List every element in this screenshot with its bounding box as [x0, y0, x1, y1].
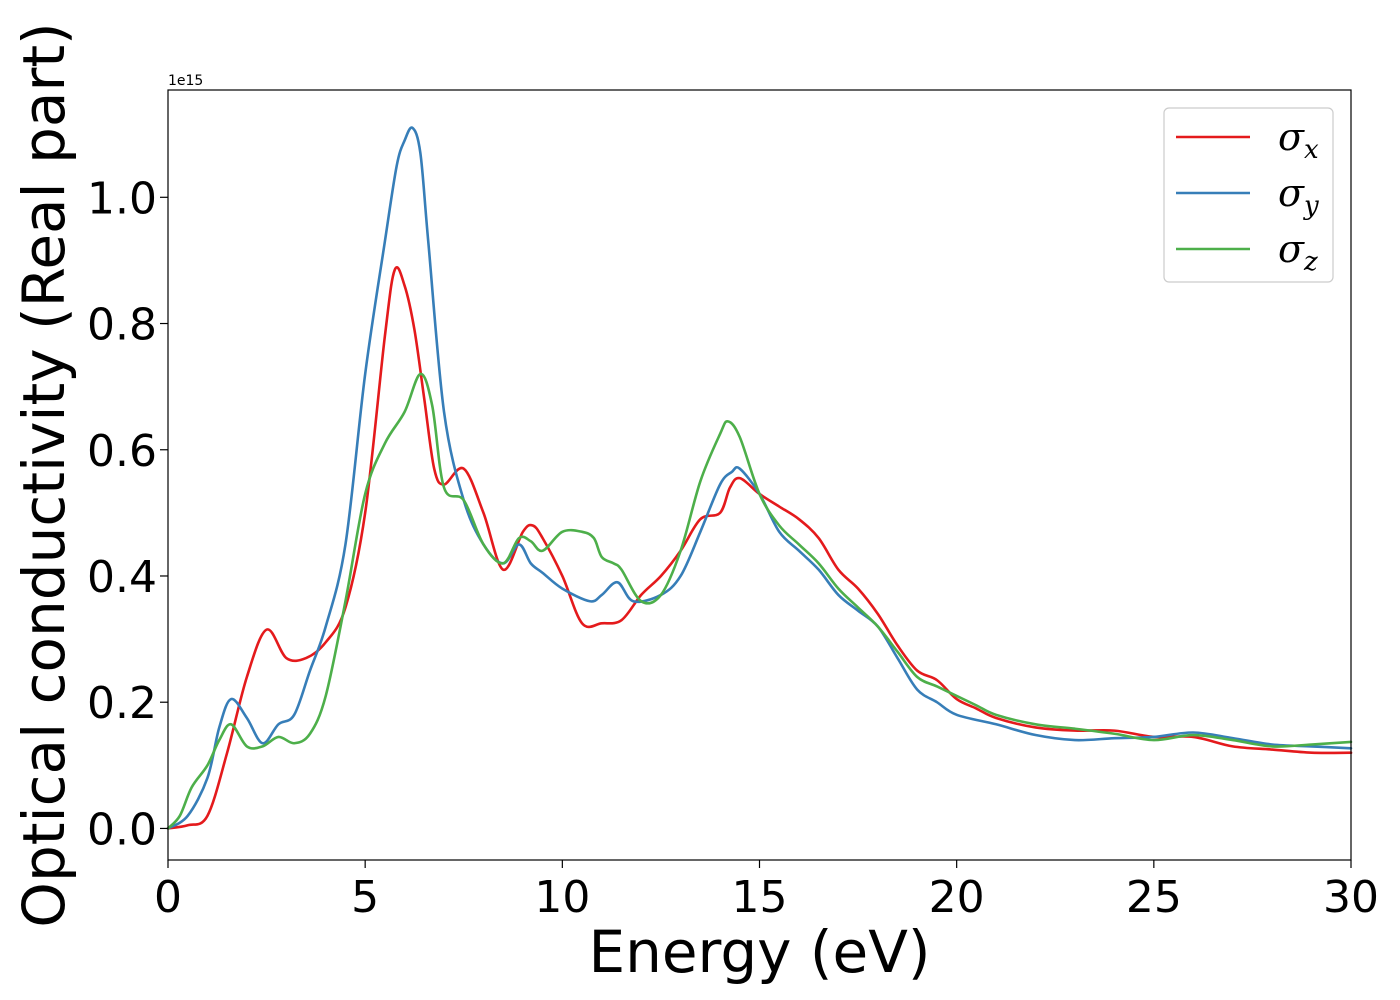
series-layer	[166, 126, 1353, 830]
y-axis-label: Optical conductivity (Real part)	[10, 22, 78, 927]
x-tick-label: 5	[351, 872, 379, 923]
y-tick-label: 0.4	[87, 552, 157, 603]
x-tick-label: 10	[534, 872, 590, 923]
legend-label-z: σz	[1278, 227, 1318, 277]
x-tick-label: 0	[154, 872, 182, 923]
legend: σx σy σz	[1163, 107, 1334, 283]
ticks-layer: 0 5 10 15 20 25 30 0.0 0.2 0.4 0.6 0.8 1.0	[87, 173, 1379, 923]
series-line-z	[166, 372, 1353, 830]
y-tick-label: 0.0	[87, 804, 157, 855]
series-line-x	[166, 266, 1353, 830]
series-line-y	[166, 126, 1353, 830]
x-tick-label: 20	[929, 872, 985, 923]
plot-frame	[167, 89, 1352, 861]
x-tick-label: 25	[1126, 872, 1182, 923]
legend-label-x: σx	[1278, 115, 1319, 165]
y-tick-label: 1.0	[87, 173, 157, 224]
x-tick-label: 30	[1323, 872, 1379, 923]
plot-area	[168, 90, 1351, 860]
legend-label-y: σy	[1278, 171, 1319, 221]
y-tick-label: 0.6	[87, 426, 157, 477]
y-offset-label: 1e15	[168, 73, 203, 89]
legend-frame	[1163, 107, 1334, 283]
x-axis-label: Energy (eV)	[588, 918, 930, 986]
y-tick-label: 0.2	[87, 678, 157, 729]
y-tick-label: 0.8	[87, 300, 157, 351]
x-tick-label: 15	[732, 872, 788, 923]
